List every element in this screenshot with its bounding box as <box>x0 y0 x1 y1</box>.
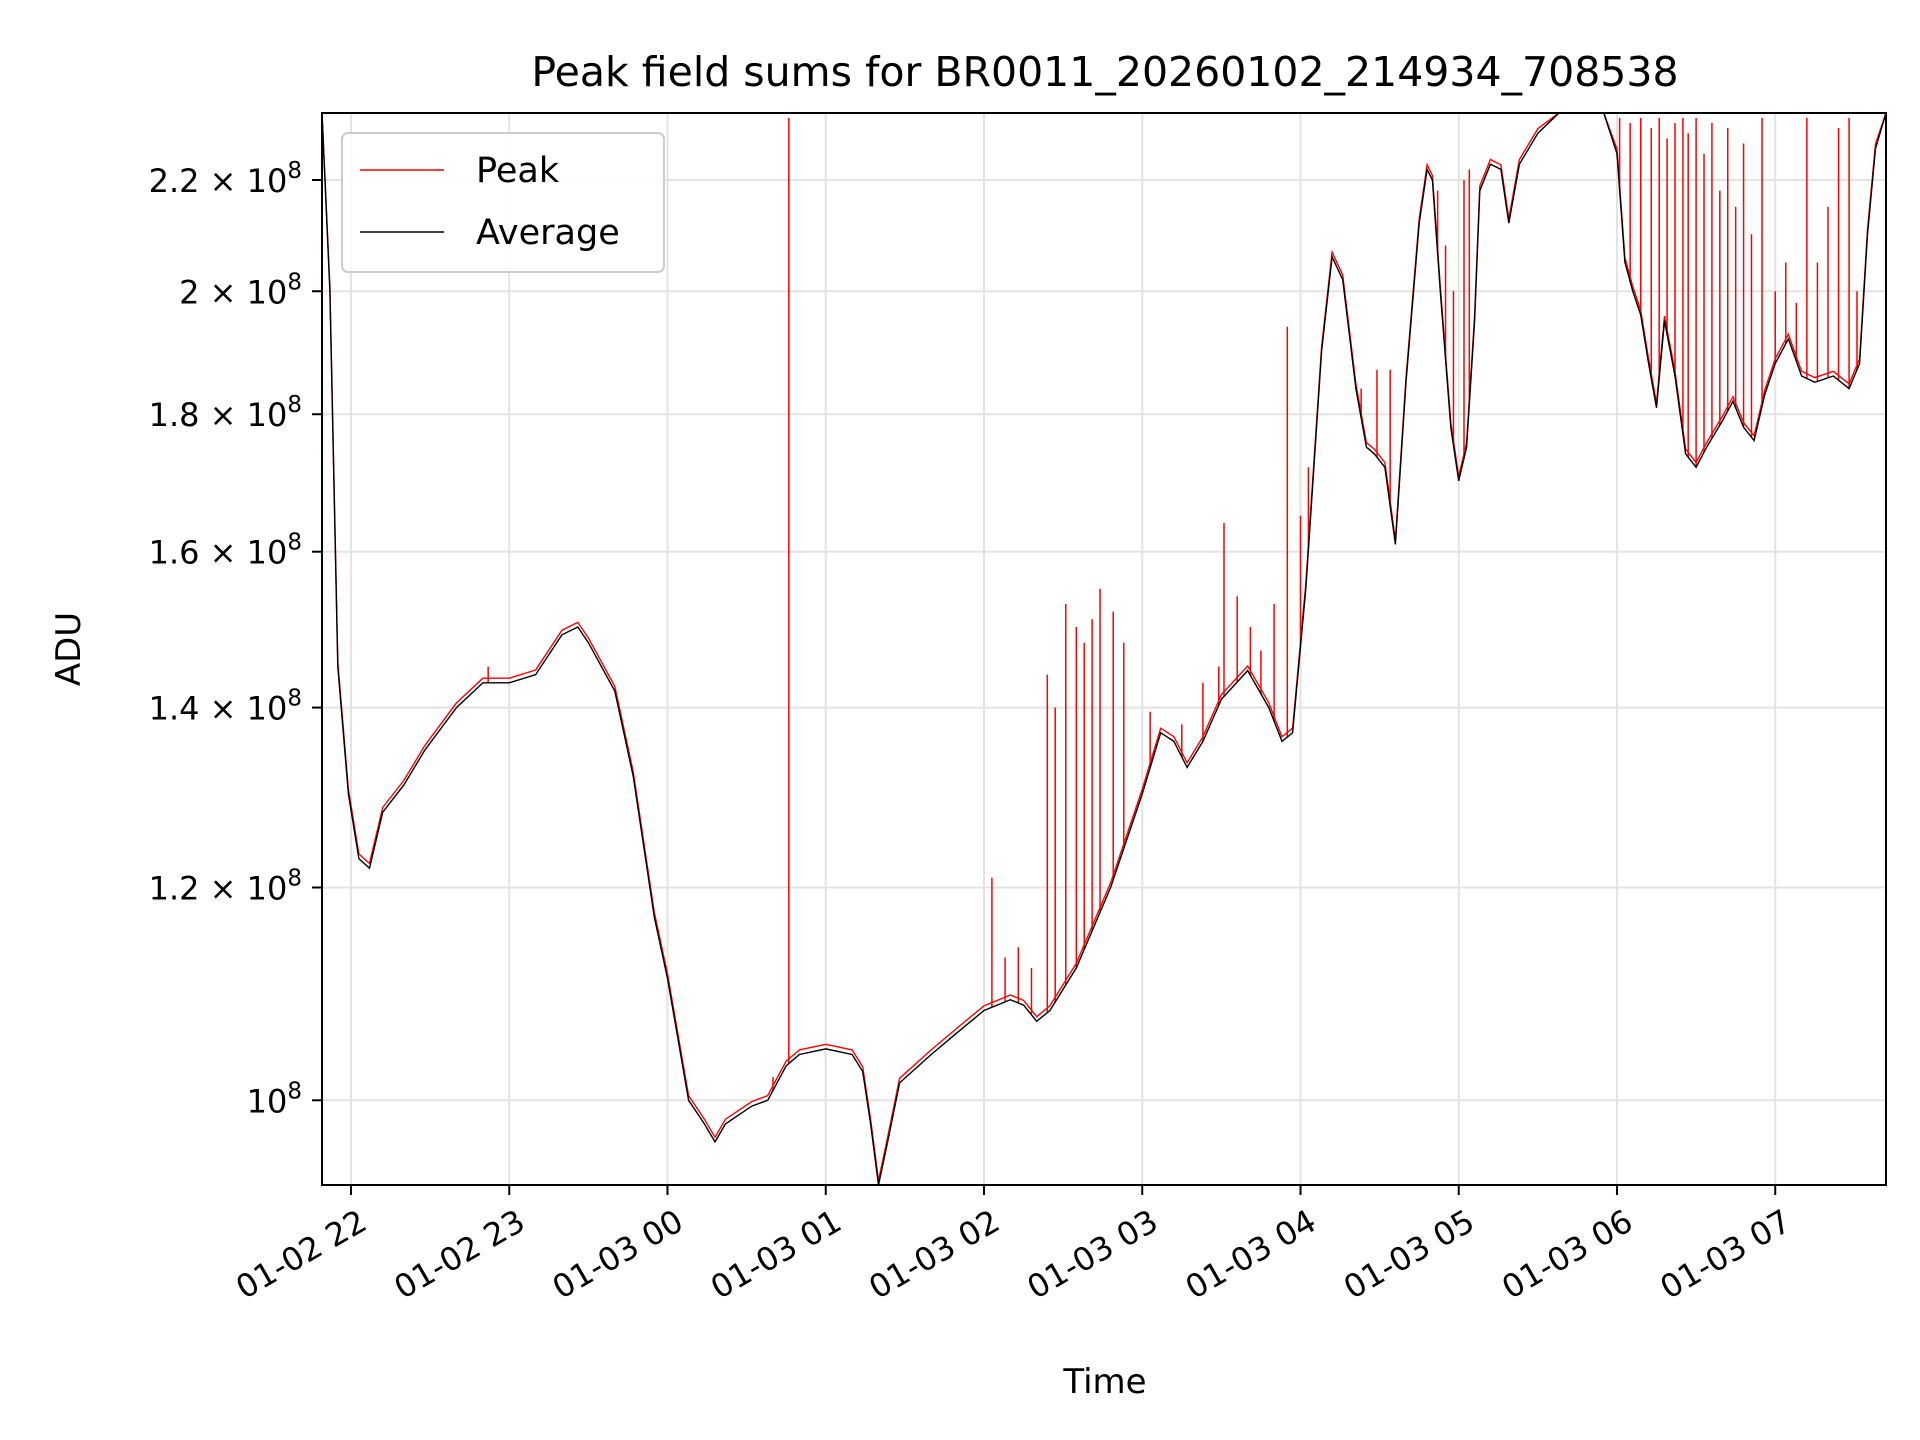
y-tick-label-exponent: 8 <box>287 269 302 295</box>
y-tick-label-exponent: 8 <box>287 865 302 891</box>
y-tick-label: 1.8 × 108 <box>149 392 302 434</box>
y-tick-label: 108 <box>247 1078 302 1120</box>
chart-title: Peak field sums for BR0011_20260102_2149… <box>531 48 1678 96</box>
y-tick-label: 2 × 108 <box>179 269 302 311</box>
y-tick-label: 1.2 × 108 <box>149 865 302 907</box>
y-tick-label-exponent: 8 <box>287 1078 302 1104</box>
legend-box <box>341 132 665 273</box>
legend-peak-label: Peak <box>476 151 560 191</box>
y-tick-label: 1.4 × 108 <box>149 686 302 728</box>
plot-series <box>321 112 1887 1186</box>
y-tick-label-base: 1.2 × 10 <box>149 869 288 907</box>
legend-average-label: Average <box>476 213 620 253</box>
plot-frame <box>321 112 1887 1186</box>
y-tick-label-exponent: 8 <box>287 530 302 556</box>
legend: Peak Average <box>341 132 665 273</box>
y-tick-label-base: 1.4 × 10 <box>149 690 288 728</box>
y-tick-label-base: 10 <box>247 1082 288 1120</box>
grid <box>322 113 1886 1185</box>
x-axis-title: Time <box>1062 1362 1146 1402</box>
y-tick-label-base: 2 × 10 <box>179 273 287 311</box>
y-tick-label: 2.2 × 108 <box>149 158 302 200</box>
y-axis-title: ADU <box>49 612 89 686</box>
y-tick-label: 1.6 × 108 <box>149 530 302 572</box>
y-tick-label-base: 1.8 × 10 <box>149 396 288 434</box>
y-tick-label-exponent: 8 <box>287 158 302 184</box>
average-series-line <box>321 112 1887 1186</box>
y-tick-label-exponent: 8 <box>287 686 302 712</box>
y-tick-label-exponent: 8 <box>287 392 302 418</box>
y-tick-label-base: 1.6 × 10 <box>149 534 288 572</box>
y-tick-label-base: 2.2 × 10 <box>149 162 288 200</box>
